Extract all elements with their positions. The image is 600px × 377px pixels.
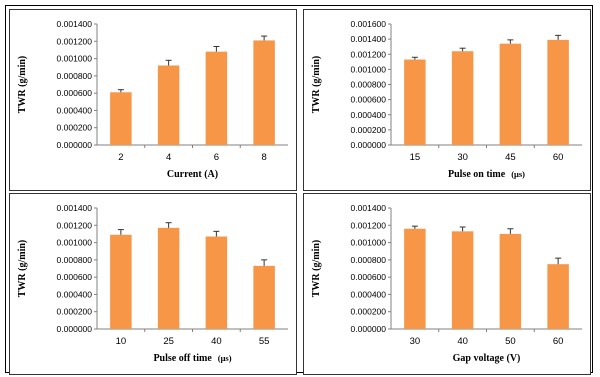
bar [404,59,426,146]
y-tick-label: 0.001200 [57,220,93,230]
bar [205,236,228,329]
y-tick-label: 0.000200 [57,307,93,317]
bar [110,92,132,145]
x-tick-label: 40 [457,336,468,347]
y-tick-label: 0.000400 [57,105,93,115]
bar [404,228,426,329]
y-tick-label: 0.000000 [351,140,387,150]
x-tick-label: 30 [410,336,421,347]
x-tick-label: 2 [118,152,123,163]
x-axis-label: Pulse off time [153,353,212,364]
bar [451,231,474,329]
y-tick-label: 0.000400 [351,110,387,120]
x-tick-label: 6 [214,152,219,163]
bar [547,264,569,329]
y-tick-label: 0.000800 [57,255,93,265]
x-tick-label: 60 [553,152,564,163]
bar [253,40,275,145]
x-tick-label: 25 [163,336,174,347]
x-axis-label: Pulse on time [448,169,506,180]
y-tick-label: 0.001400 [57,203,93,213]
y-tick-label: 0.001000 [57,54,93,64]
y-tick-label: 0.001000 [57,238,93,248]
x-axis-label: Current (A) [167,169,218,180]
y-tick-label: 0.001200 [351,49,387,59]
x-axis-title: Gap voltage (V) [453,353,521,364]
figure-frame [5,5,593,373]
x-axis-title: Current (A) [167,169,218,180]
bar [499,233,522,329]
x-tick-label: 40 [211,336,222,347]
x-tick-label: 30 [457,152,468,163]
y-tick-label: 0.001000 [351,64,387,74]
y-axis-title: TWR (g/min) [17,240,28,298]
y-tick-label: 0.001400 [351,203,387,213]
chart-panel-pulse-on-time: 0.000000 0.000200 0.000400 0.000600 0.000800… [303,9,591,191]
x-tick-label: 55 [259,336,270,347]
y-tick-label: 0.000600 [57,88,93,98]
y-tick-label: 0.000600 [57,272,93,282]
chart-pulse-off-time-svg: 0.000000 0.000200 0.000400 0.000600 0.000800… [17,203,288,364]
y-tick-label: 0.000600 [351,272,387,282]
bar [110,234,132,329]
y-tick-label: 0.000800 [57,71,93,81]
x-tick-label: 50 [505,336,516,347]
x-tick-label: 60 [553,336,564,347]
x-tick-label: 4 [166,152,171,163]
x-tick-label: 10 [116,336,127,347]
y-tick-label: 0.001200 [351,220,387,230]
chart-current-svg: 0.000000 0.000200 0.000400 0.000600 0.000800… [17,19,288,180]
bar [205,51,228,145]
y-tick-label: 0.000400 [57,289,93,299]
chart-panel-gap-voltage: 0.000000 0.000200 0.000400 0.000600 0.000800… [303,193,591,375]
x-axis-unit: (μs) [511,169,525,179]
y-tick-label: 0.000000 [351,324,387,334]
x-tick-label: 45 [505,152,516,163]
x-axis-unit: (μs) [218,353,232,363]
y-axis-title: TWR (g/min) [17,56,28,114]
x-tick-label: 15 [410,152,421,163]
chart-pulse-on-time-svg: 0.000000 0.000200 0.000400 0.000600 0.000800… [311,19,582,180]
y-tick-label: 0.000800 [351,255,387,265]
y-tick-label: 0.001400 [57,19,93,29]
x-axis-title: Pulse on time (μs) [448,169,525,180]
bar [157,227,180,329]
chart-gap-voltage-svg: 0.000000 0.000200 0.000400 0.000600 0.000800… [311,203,582,364]
y-tick-label: 0.001000 [351,238,387,248]
bar [157,65,180,145]
x-axis-title: Pulse off time (μs) [153,353,231,364]
y-tick-label: 0.000200 [351,125,387,135]
chart-panel-pulse-off-time: 0.000000 0.000200 0.000400 0.000600 0.000800… [9,193,297,375]
y-axis-title: TWR (g/min) [311,240,322,298]
bar [451,51,474,145]
y-tick-label: 0.000200 [57,123,93,133]
y-tick-label: 0.000200 [351,307,387,317]
x-axis-label: Gap voltage (V) [453,353,521,364]
y-tick-label: 0.001600 [351,19,387,29]
y-tick-label: 0.000000 [57,140,93,150]
y-tick-label: 0.000600 [351,95,387,105]
bar [253,265,275,329]
bar [499,43,522,145]
x-tick-label: 8 [261,152,266,163]
y-tick-label: 0.001400 [351,34,387,44]
y-tick-label: 0.000400 [351,289,387,299]
y-tick-label: 0.001200 [57,36,93,46]
chart-panel-current: 0.000000 0.000200 0.000400 0.000600 0.000800… [9,9,297,191]
y-axis-title: TWR (g/min) [311,56,322,114]
bar [547,39,569,145]
y-tick-label: 0.000800 [351,80,387,90]
y-tick-label: 0.000000 [57,324,93,334]
